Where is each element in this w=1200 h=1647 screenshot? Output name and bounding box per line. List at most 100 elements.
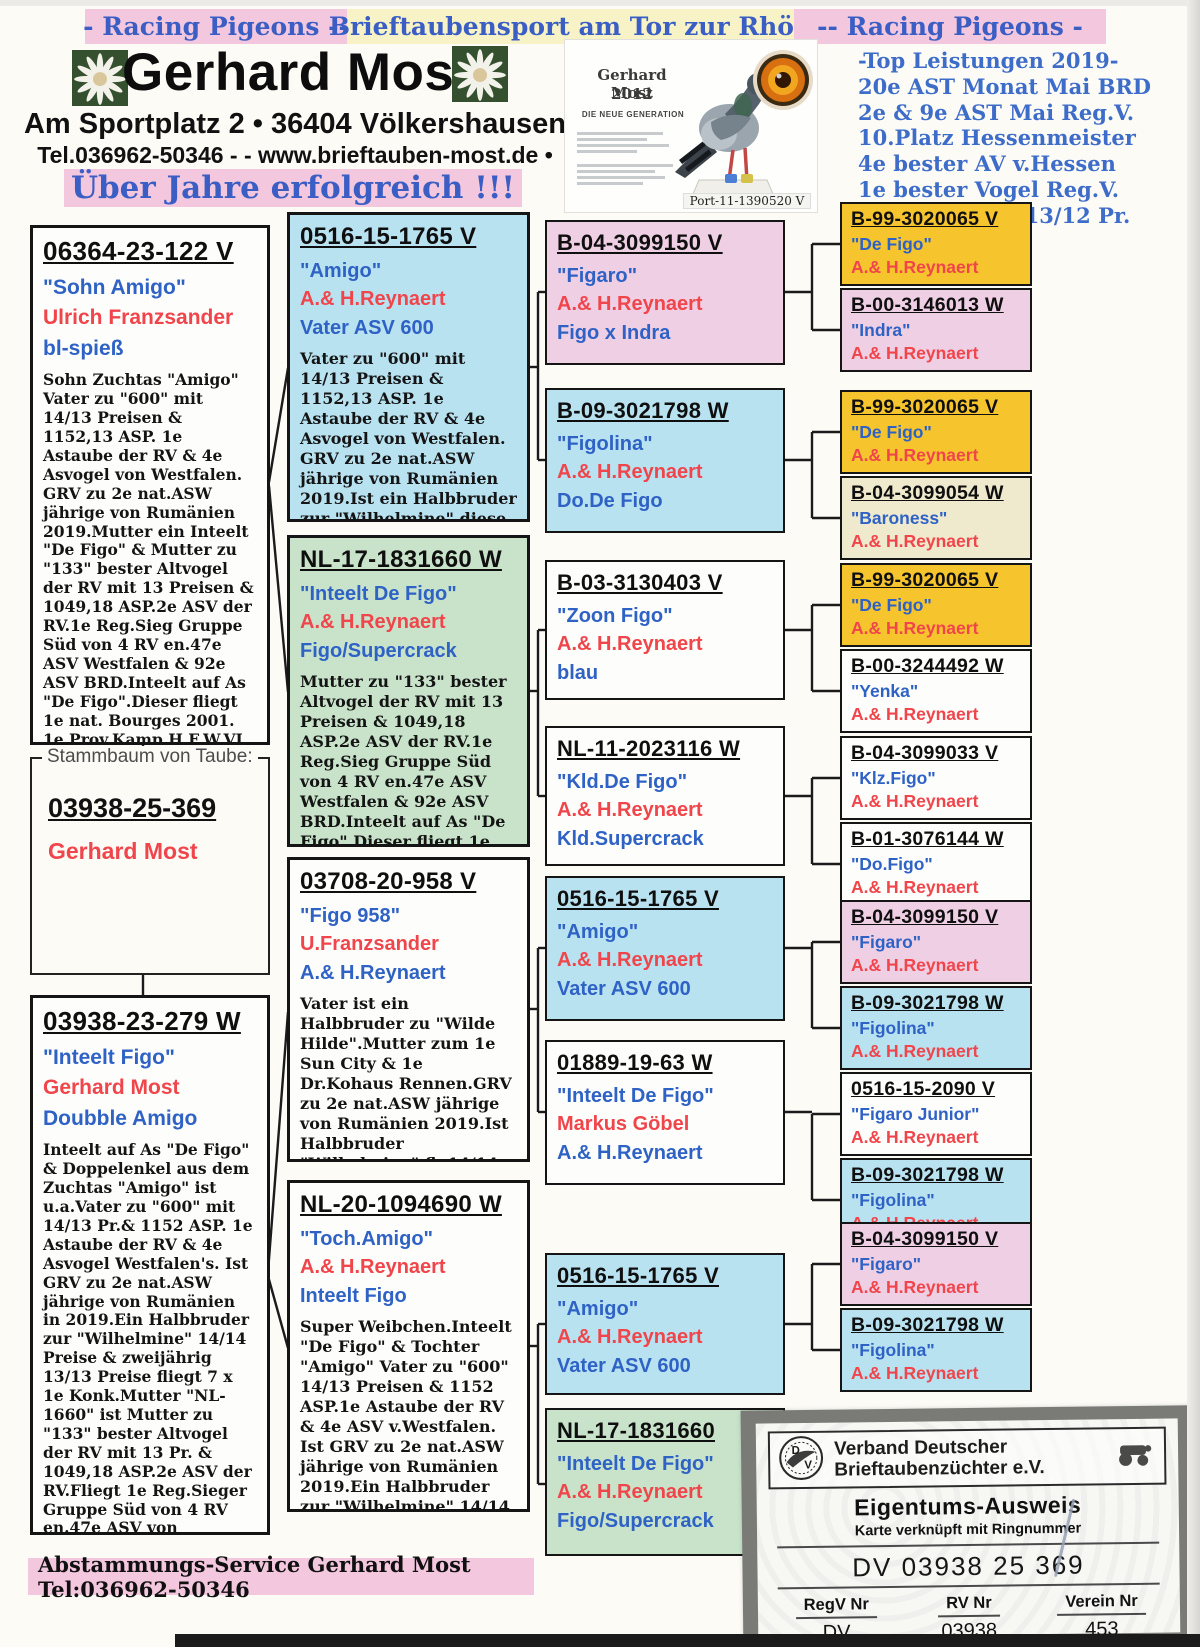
pigeon-name: "De Figo": [851, 595, 932, 615]
ring-number: 0516-15-1765 V: [557, 1263, 719, 1288]
pigeon-name: "Kld.De Figo": [557, 771, 688, 793]
pigeon-name: "Inteelt Figo": [43, 1046, 175, 1069]
flower-icon: [452, 46, 508, 102]
breeder-name: A.& H.Reynaert: [300, 288, 446, 311]
breeder-name: A.& H.Reynaert: [851, 531, 979, 552]
breeder-name: A.& H.Reynaert: [557, 461, 703, 484]
fine-print-line: [577, 182, 643, 185]
pigeon-description: Sohn Zuchtas "Amigo" Vater zu "600" mit …: [43, 370, 254, 745]
ring-number: B-00-3146013 W: [851, 294, 1004, 316]
ring-number: B-99-3020065 V: [851, 208, 999, 230]
pigeon-description: Inteelt auf As "De Figo" & Doppelenkel a…: [43, 1140, 253, 1535]
fine-print-line: [577, 170, 655, 173]
pedigree-box-g4-1: B-99-3020065 V "De Figo" A.& H.Reynaert: [840, 202, 1032, 286]
pedigree-box-g3-2: B-09-3021798 W "Figolina" A.& H.Reynaert…: [545, 388, 785, 533]
pedigree-box-g4-2: B-00-3146013 W "Indra" A.& H.Reynaert: [840, 288, 1032, 372]
pigeon-name: "Amigo": [557, 1298, 639, 1320]
breeder-name: Markus Göbel: [557, 1113, 690, 1136]
fine-print-line: [577, 132, 663, 135]
breeder-name: A.& H.Reynaert: [851, 445, 979, 466]
ring-number: 01889-19-63 W: [557, 1050, 713, 1075]
pigeon-subtitle: blau: [557, 661, 599, 684]
ring-number: B-04-3099033 V: [851, 742, 999, 764]
banner-racing-pigeons-right: -- Racing Pigeons -: [794, 9, 1106, 44]
breeder-name: Gerhard Most: [43, 1076, 180, 1100]
banner-club-name: Brieftaubensport am Tor zur Rhön: [329, 9, 812, 44]
banner-racing-pigeons-left: - Racing Pigeons --: [83, 9, 349, 44]
pigeon-description: Mutter zu "133" bester Altvogel der RV m…: [300, 672, 507, 847]
result-line: 4e bester AV v.Hessen: [858, 151, 1116, 177]
pedigree-box-g3-4: NL-11-2023116 W "Kld.De Figo" A.& H.Reyn…: [545, 726, 785, 866]
pedigree-box-g4-11: 0516-15-2090 V "Figaro Junior" A.& H.Rey…: [840, 1072, 1032, 1156]
pigeon-subtitle: Inteelt Figo: [300, 1284, 407, 1307]
pigeon-subtitle: Figo/Supercrack: [300, 639, 457, 662]
breeder-name: A.& H.Reynaert: [557, 293, 703, 316]
pigeon-name: "Sohn Amigo": [43, 276, 186, 299]
column-header: Verein Nr: [1057, 1591, 1146, 1616]
scan-edge: [175, 1634, 1200, 1647]
pedigree-box-g4-9: B-04-3099150 V "Figaro" A.& H.Reynaert: [840, 900, 1032, 984]
ring-number: 0516-15-1765 V: [557, 886, 719, 911]
pigeon-description: Super Weibchen.Inteelt "De Figo" & Tocht…: [300, 1317, 512, 1512]
column-header: RV Nr: [938, 1593, 1000, 1618]
association-emblem-icon: [1112, 1439, 1156, 1473]
subject-pigeon-box: Stammbaum von Taube: 03938-25-369 Gerhar…: [30, 746, 270, 975]
ownership-card: D V Verband Deutscher Brieftaubenzüchter…: [740, 1405, 1196, 1647]
pigeon-name: "Klz.Figo": [851, 768, 936, 788]
pigeon-photo: [655, 44, 805, 209]
pigeon-name: "Do.Figo": [851, 854, 933, 874]
photo-caption-subtitle: DIE NEUE GENERATION: [581, 110, 685, 119]
fine-print-line: [577, 164, 673, 167]
scan-edge: [1187, 0, 1200, 1647]
breeder-name: A.& H.Reynaert: [851, 618, 979, 639]
ring-number: 0516-15-1765 V: [300, 223, 477, 250]
pigeon-subtitle: Doubble Amigo: [43, 1106, 198, 1130]
result-line: 20e AST Monat Mai BRD: [858, 73, 1151, 99]
pedigree-box-sire: 06364-23-122 V "Sohn Amigo" Ulrich Franz…: [30, 225, 270, 745]
fine-print-line: [577, 176, 665, 179]
pigeon-name: "Amigo": [300, 260, 382, 282]
ring-number: B-04-3099150 V: [851, 1228, 999, 1250]
pedigree-box-g4-4: B-04-3099054 W "Baroness" A.& H.Reynaert: [840, 476, 1032, 560]
flower-icon: [72, 50, 128, 106]
pigeon-name: "Figaro": [557, 265, 638, 287]
pedigree-box-grandsire-maternal: 03708-20-958 V "Figo 958" U.Franzsander …: [287, 857, 530, 1162]
subject-label: Stammbaum von Taube:: [42, 746, 258, 768]
pigeon-name: "Baroness": [851, 508, 948, 528]
pedigree-box-g3-6: 01889-19-63 W "Inteelt De Figo" Markus G…: [545, 1040, 785, 1185]
ring-number: NL-17-1831660 W: [300, 546, 502, 573]
pedigree-box-g4-8: B-01-3076144 W "Do.Figo" A.& H.Reynaert: [840, 822, 1032, 906]
breeder-name: A.& H.Reynaert: [851, 877, 979, 898]
pigeon-photo-card: Gerhard Most 2012 DIE NEUE GENERATION: [565, 40, 817, 212]
photo-caption-name: Gerhard Most: [597, 66, 667, 102]
ring-number: B-09-3021798 W: [851, 1164, 1004, 1186]
pedigree-box-g3-5: 0516-15-1765 V "Amigo" A.& H.Reynaert Va…: [545, 876, 785, 1021]
footer-banner: Abstammungs-Service Gerhard Most Tel:036…: [28, 1552, 534, 1602]
pigeon-name: "De Figo": [851, 422, 932, 442]
pigeon-name: "Inteelt De Figo": [557, 1453, 714, 1475]
pigeon-description: Vater zu "600" mit 14/13 Preisen & 1152,…: [300, 349, 517, 522]
breeder-name: A.& H.Reynaert: [851, 343, 979, 364]
ring-number: B-03-3130403 V: [557, 570, 723, 595]
pigeon-subtitle: Vater ASV 600: [557, 977, 691, 1000]
pigeon-name: "Inteelt De Figo": [557, 1085, 714, 1107]
pigeon-name: "Zoon Figo": [557, 605, 673, 627]
association-name: Verband Deutscher Brieftaubenzüchter e.V…: [834, 1435, 1102, 1481]
fine-print-line: [577, 138, 647, 141]
pigeon-name: "Figaro Junior": [851, 1104, 980, 1124]
breeder-name: Ulrich Franzsander: [43, 306, 234, 330]
pigeon-eye-closeup: [751, 48, 815, 117]
association-name-line2: Brieftaubenzüchter e.V.: [834, 1457, 1045, 1481]
breeder-name: A.& H.Reynaert: [557, 799, 703, 822]
pedigree-box-grandsire-paternal: 0516-15-1765 V "Amigo" A.& H.Reynaert Va…: [287, 212, 530, 522]
ring-number: 0516-15-2090 V: [851, 1078, 996, 1100]
ring-number: NL-20-1094690 W: [300, 1191, 502, 1218]
pedigree-box-dam: 03938-23-279 W "Inteelt Figo" Gerhard Mo…: [30, 995, 270, 1535]
ownership-card-inner: D V Verband Deutscher Brieftaubenzüchter…: [755, 1418, 1181, 1647]
ownership-card-header: D V Verband Deutscher Brieftaubenzüchter…: [767, 1426, 1167, 1490]
pedigree-box-g4-5: B-99-3020065 V "De Figo" A.& H.Reynaert: [840, 563, 1032, 647]
pigeon-name: "Figolina": [557, 433, 653, 455]
pedigree-box-g3-1: B-04-3099150 V "Figaro" A.& H.Reynaert F…: [545, 220, 785, 365]
